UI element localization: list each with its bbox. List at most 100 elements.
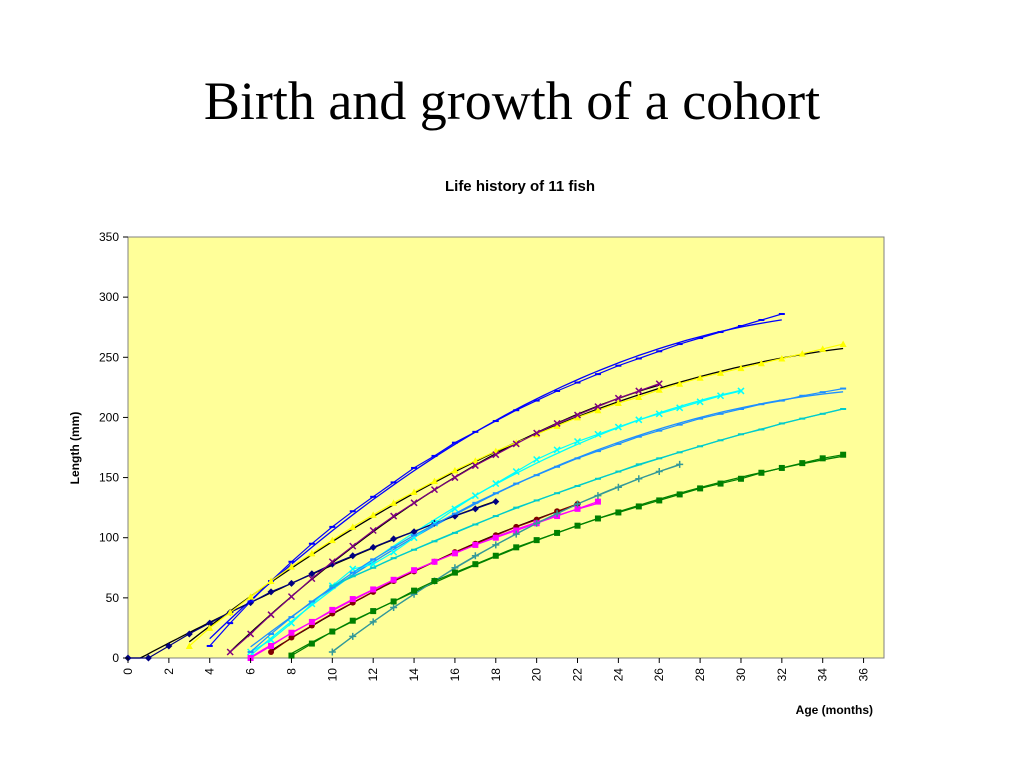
data-point [533,455,541,464]
y-tick-label: 150 [99,471,119,485]
data-point [594,515,601,522]
data-point [288,652,295,659]
data-point [655,468,663,476]
series-line [250,388,844,653]
data-point [471,552,479,560]
data-point [430,486,439,494]
data-point [840,451,847,458]
y-tick-label: 200 [99,410,119,424]
data-point [656,497,663,504]
data-point [349,617,356,624]
data-point [431,558,438,565]
data-point [451,569,458,576]
x-tick-label: 30 [734,668,748,682]
data-point [369,618,377,626]
data-point [513,544,520,551]
x-tick-label: 2 [162,668,176,675]
data-point [758,469,765,476]
data-point [247,593,255,600]
data-point [185,642,193,649]
data-point [226,608,234,616]
data-point [676,491,683,498]
data-point [390,548,398,556]
data-point [287,579,295,587]
x-tick-label: 16 [448,668,462,682]
data-point [676,404,684,412]
data-point [390,499,398,506]
y-tick-label: 350 [99,230,119,244]
data-point [717,392,725,400]
data-point [614,394,622,402]
data-point [676,460,684,468]
data-point [268,642,275,649]
data-point [717,369,725,376]
data-point [369,526,377,535]
y-tick-label: 50 [106,591,120,605]
data-point [594,403,602,411]
data-point [308,640,315,647]
data-point [471,462,479,470]
data-point [288,634,295,641]
series-line [331,463,680,653]
data-point [410,499,418,507]
data-point [410,528,418,536]
x-tick-label: 36 [857,668,871,682]
data-point [635,416,643,424]
data-point [267,588,275,596]
data-point [757,359,765,367]
series-9 [328,460,684,656]
x-tick-label: 6 [244,668,258,675]
data-point [696,398,704,406]
data-point [635,393,643,400]
data-point [635,503,642,510]
series-layer [124,312,847,662]
data-point [594,492,602,500]
data-point [390,512,398,520]
data-point [328,560,336,568]
data-point [267,611,275,619]
series-4 [226,380,663,656]
x-tick-label: 0 [121,668,135,675]
data-point [635,475,643,483]
data-point [492,451,500,459]
data-point [430,477,438,485]
data-point [574,500,582,508]
data-point [329,628,336,635]
chart-title: Life history of 11 fish [445,178,595,195]
data-point [553,422,561,429]
data-point [492,541,500,549]
data-point [492,498,500,506]
x-tick-label: 22 [571,668,585,682]
data-point [819,455,826,462]
y-tick-label: 300 [99,290,119,304]
data-point [778,464,785,471]
series-8 [247,387,847,653]
data-point [839,340,847,348]
data-point [594,498,601,505]
data-point [369,560,377,568]
data-point [472,541,479,548]
data-point [287,563,295,570]
data-point [471,492,479,500]
x-tick-label: 20 [530,668,544,682]
data-point [574,413,582,421]
x-tick-label: 10 [325,668,339,682]
data-point [369,511,377,518]
x-tick-label: 34 [816,668,830,682]
data-point [798,350,806,357]
data-point [329,606,336,613]
series-3 [185,340,847,649]
data-point [471,457,479,464]
data-point [635,387,643,395]
slide-title: Birth and growth of a cohort [203,71,821,131]
x-tick-label: 24 [611,668,625,682]
data-point [349,523,357,530]
y-tick-label: 100 [99,531,119,545]
series-2 [206,312,785,647]
data-point [308,549,316,557]
data-point [696,374,704,381]
data-point [737,364,745,372]
data-point [655,410,663,418]
